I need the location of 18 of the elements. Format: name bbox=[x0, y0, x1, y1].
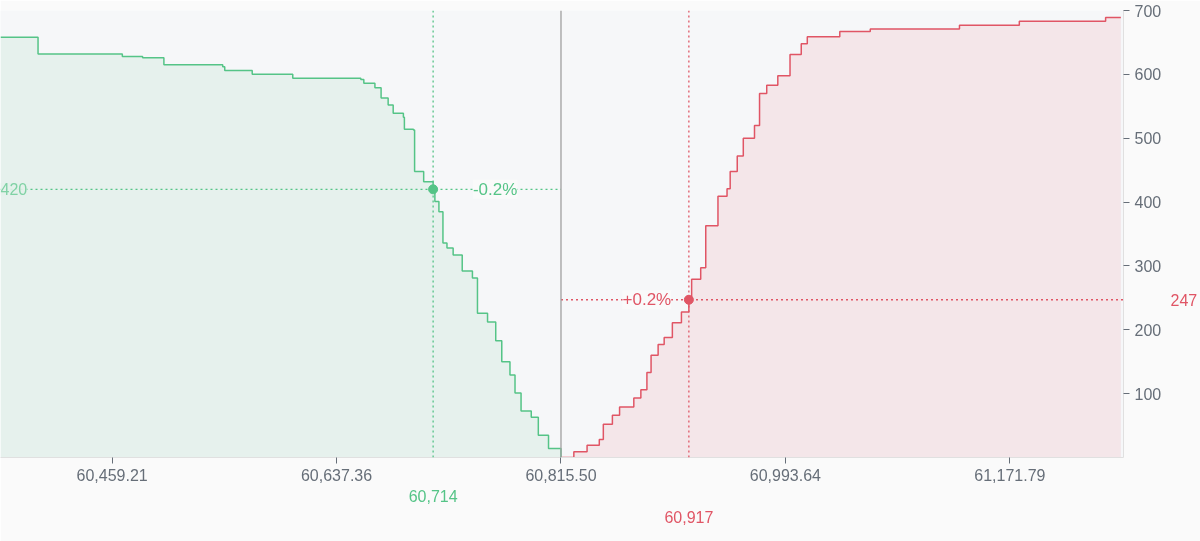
ref-line-label: 247 bbox=[1170, 291, 1198, 309]
y-tick-label: 500 bbox=[1134, 130, 1162, 148]
annotation: +0.2% bbox=[622, 290, 672, 310]
ref-line-label: 60,917 bbox=[664, 508, 714, 526]
x-tick-label: 60,815.50 bbox=[525, 466, 597, 484]
x-tick-label: 61,171.79 bbox=[974, 466, 1046, 484]
ref-line-label: 420 bbox=[0, 181, 28, 199]
x-tick-label: 60,637.36 bbox=[300, 466, 373, 484]
y-tick-label: 600 bbox=[1134, 66, 1162, 84]
x-tick-label: 60,459.21 bbox=[76, 466, 148, 484]
annotation: -0.2% bbox=[472, 179, 518, 199]
x-tick-label: 60,993.64 bbox=[749, 466, 822, 484]
y-tick-label: 200 bbox=[1134, 321, 1162, 339]
y-tick-label: 300 bbox=[1134, 257, 1162, 275]
y-tick-label: 700 bbox=[1134, 2, 1162, 20]
y-tick-label: 400 bbox=[1134, 194, 1162, 212]
y-tick-label: 100 bbox=[1134, 385, 1162, 403]
ref-line-label: 60,714 bbox=[408, 487, 458, 505]
